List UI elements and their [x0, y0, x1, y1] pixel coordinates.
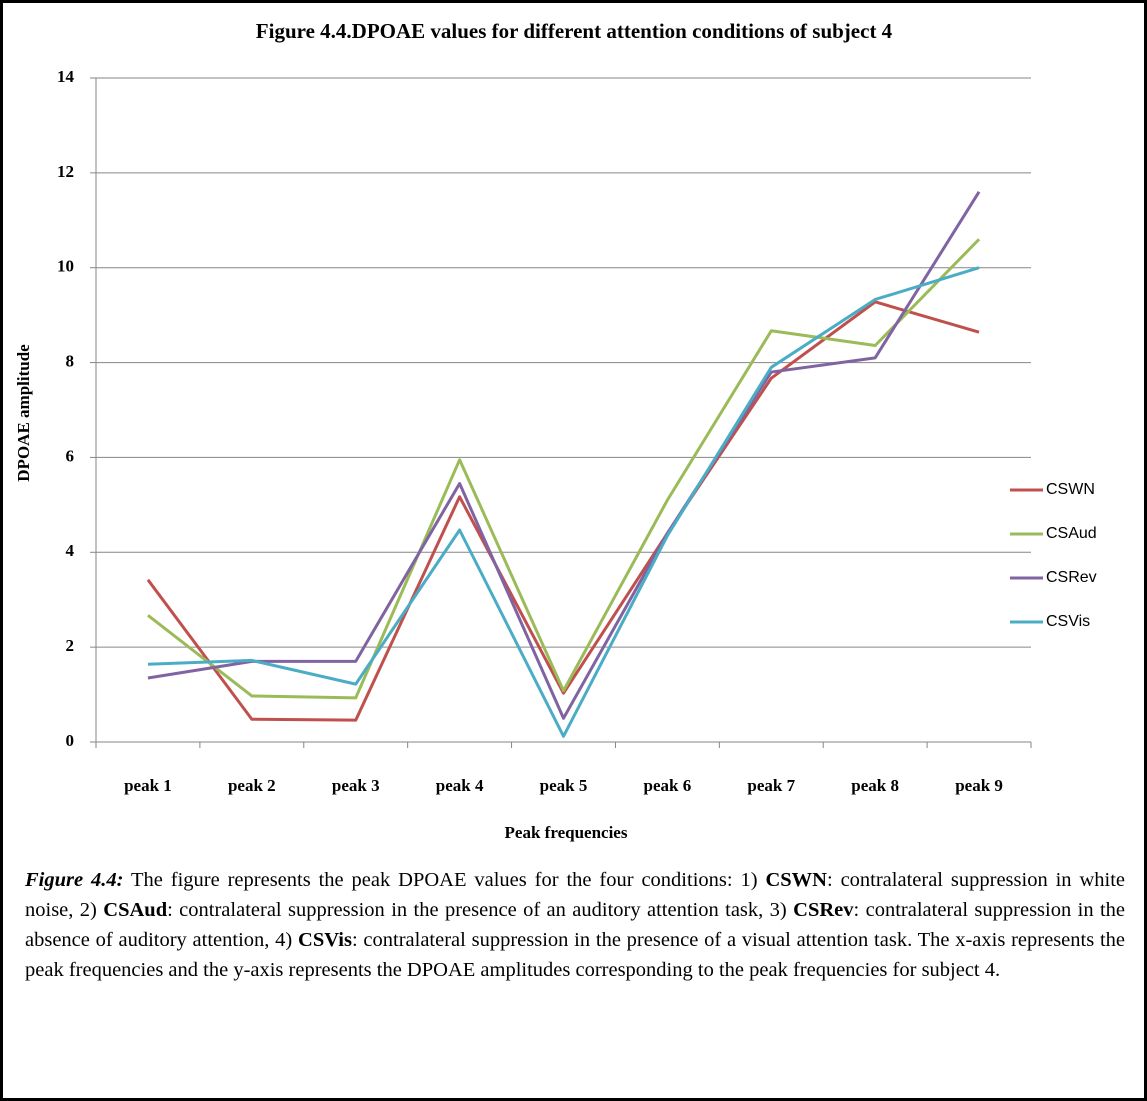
y-tick-label: 14: [57, 67, 75, 86]
y-tick-label: 8: [66, 351, 75, 370]
x-tick-label: peak 3: [332, 776, 380, 795]
legend-label: CSAud: [1046, 525, 1097, 542]
caption-term: CSWN: [765, 869, 827, 891]
y-tick-label: 10: [57, 257, 74, 276]
caption-term: CSRev: [793, 899, 854, 921]
caption-text: : contralateral suppression in the absen…: [25, 899, 1126, 951]
chart-title: Figure 4.4.DPOAE values for different at…: [256, 19, 893, 43]
series-line: [146, 300, 980, 722]
x-tick-label: peak 7: [747, 776, 795, 795]
legend-label: CSWN: [1046, 481, 1095, 498]
x-tick-label: peak 1: [124, 776, 172, 795]
caption-text: : contralateral suppression in the prese…: [167, 899, 787, 921]
legend-label: CSVis: [1046, 613, 1090, 630]
x-tick-label: peak 9: [955, 776, 1003, 795]
x-tick-label: peak 6: [644, 776, 692, 795]
y-tick-label: 6: [66, 446, 75, 465]
caption-term: CSAud: [103, 899, 168, 921]
caption-label: Figure 4.4:: [25, 869, 124, 891]
series-line: [147, 238, 981, 700]
legend-label: CSRev: [1046, 569, 1097, 586]
x-tick-label: peak 2: [228, 776, 276, 795]
chart: Figure 4.4.DPOAE values for different at…: [14, 19, 1097, 842]
series-line: [147, 191, 981, 720]
caption-text: : contralateral suppression in the prese…: [25, 929, 1125, 981]
y-axis-title: DPOAE amplitude: [14, 344, 33, 482]
x-axis-title: Peak frequencies: [505, 823, 628, 842]
y-tick-label: 0: [66, 731, 75, 750]
x-tick-label: peak 5: [540, 776, 588, 795]
caption-term: CSVis: [298, 929, 352, 951]
caption-text: The figure represents the peak DPOAE val…: [130, 869, 758, 891]
x-tick-label: peak 8: [851, 776, 899, 795]
y-tick-label: 4: [66, 541, 75, 560]
caption: Figure 4.4: The figure represents the pe…: [25, 865, 1125, 985]
caption-text: : contralateral suppression in white noi…: [25, 869, 1125, 921]
x-tick-label: peak 4: [436, 776, 484, 795]
series-line: [147, 266, 980, 738]
y-tick-label: 2: [66, 636, 75, 655]
y-tick-label: 12: [57, 162, 74, 181]
